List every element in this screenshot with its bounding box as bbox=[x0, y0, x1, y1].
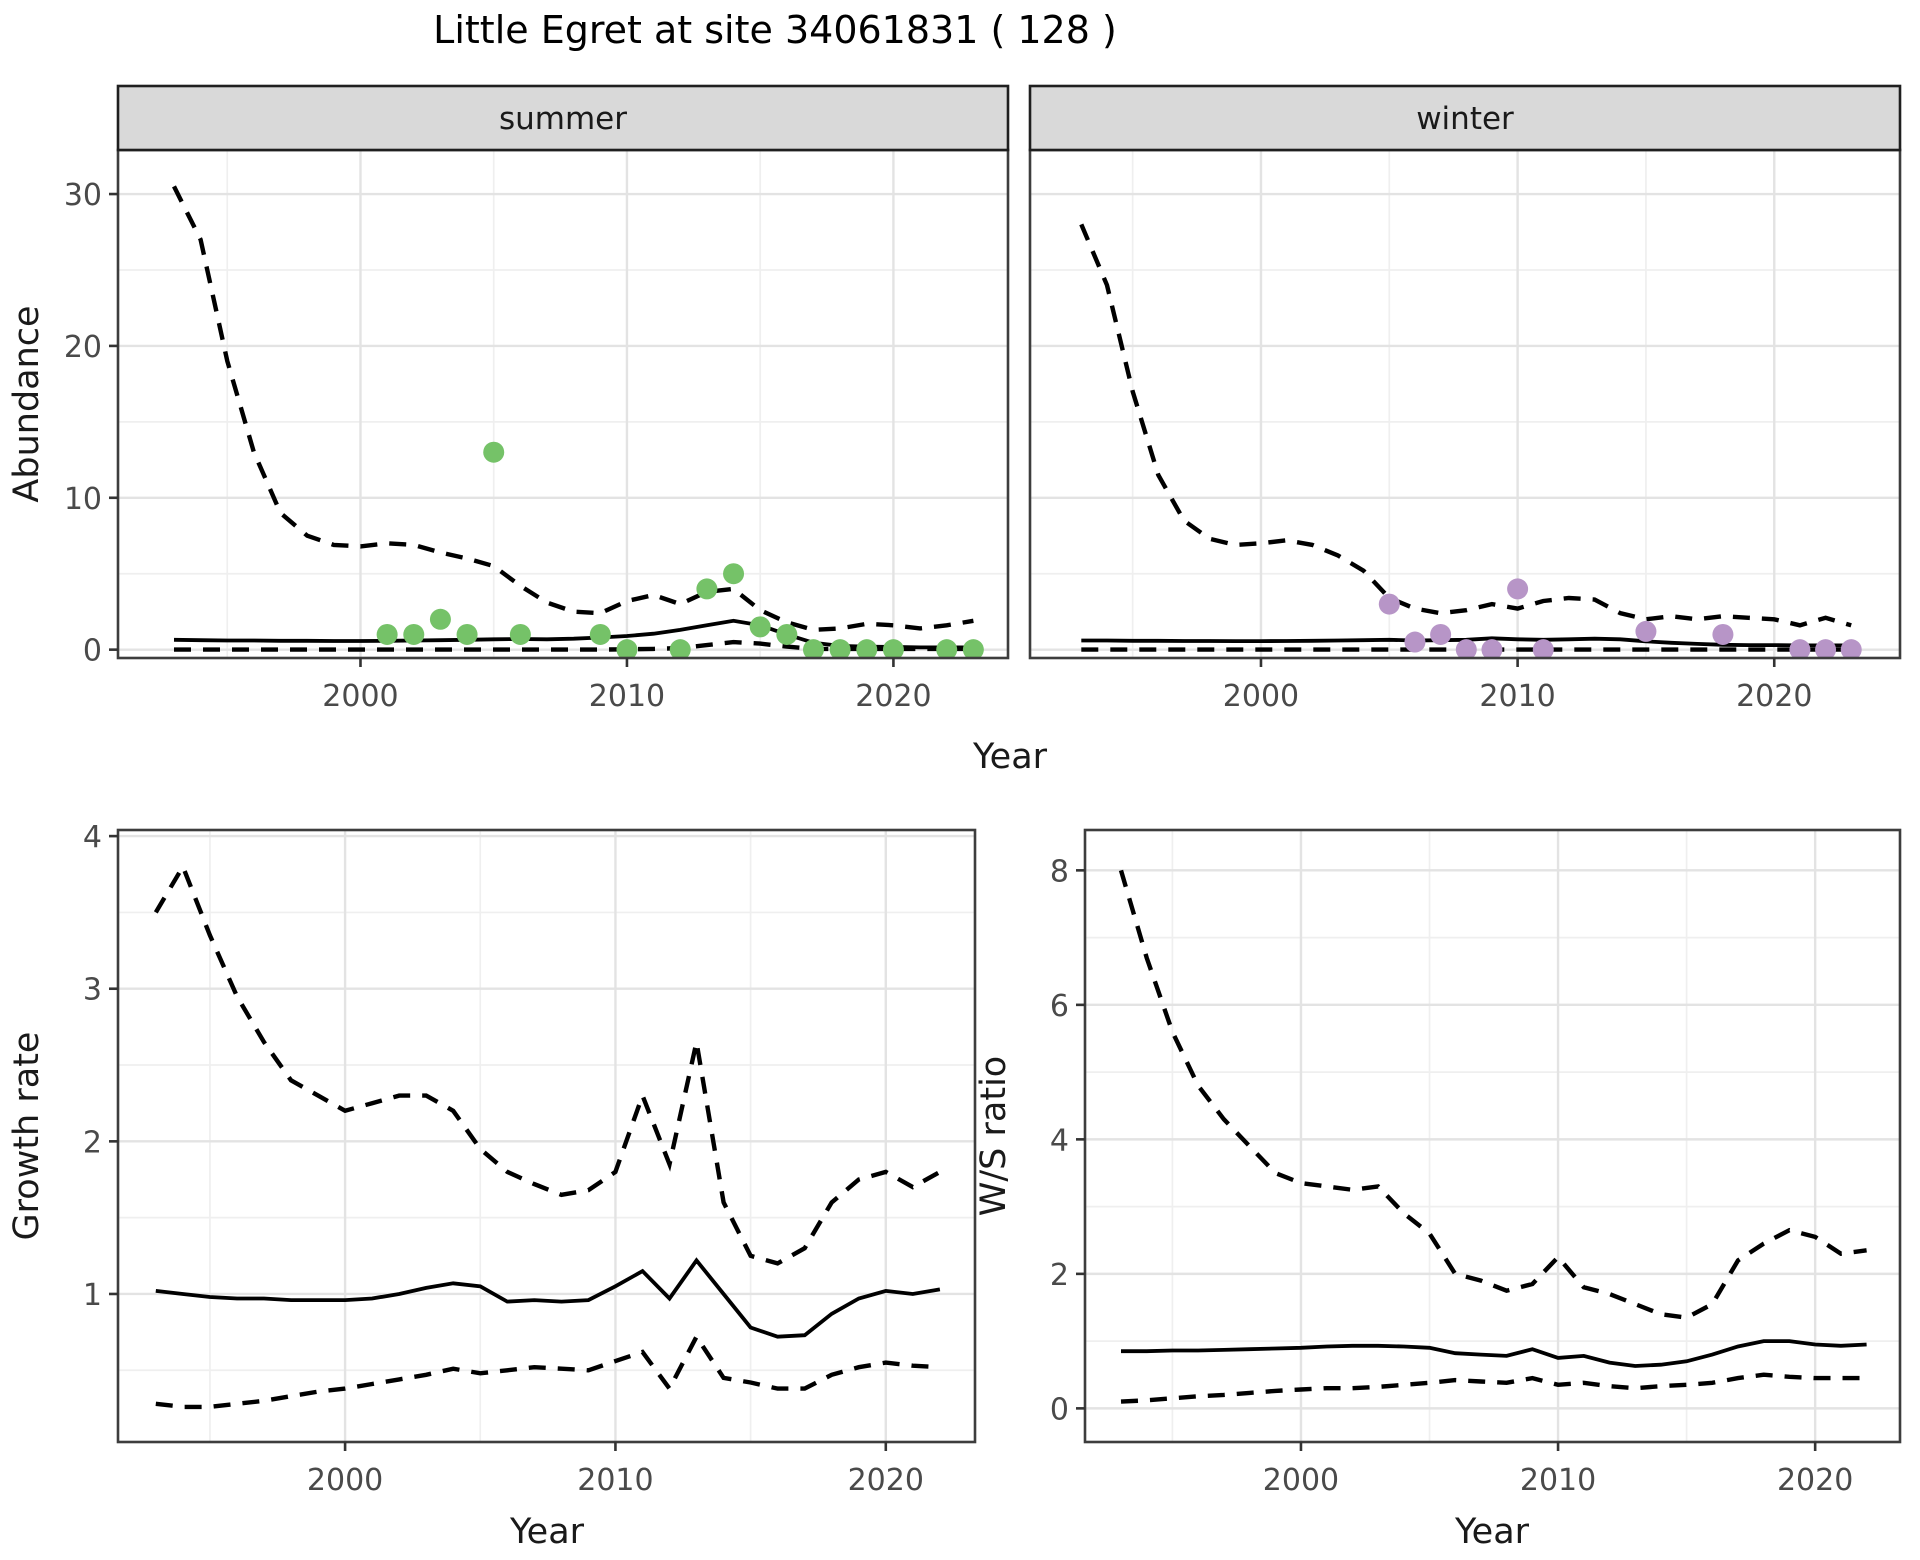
observed-point bbox=[1430, 623, 1452, 645]
y-tick-label: 0 bbox=[1050, 1392, 1069, 1427]
x-tick-label: 2000 bbox=[307, 1463, 383, 1498]
facet-strip-label: summer bbox=[499, 101, 627, 137]
observed-point bbox=[1840, 639, 1862, 658]
x-tick-label: 2000 bbox=[1223, 679, 1299, 714]
panel-border bbox=[116, 148, 1010, 660]
observed-point bbox=[616, 639, 638, 658]
y-tick-label: 3 bbox=[83, 973, 102, 1008]
y-axis-title-growth: Growth rate bbox=[7, 1032, 47, 1241]
observed-point bbox=[1455, 639, 1477, 658]
observed-point bbox=[882, 639, 904, 658]
observed-point bbox=[429, 608, 451, 630]
upper-ci-line bbox=[172, 185, 974, 633]
observed-point bbox=[376, 623, 398, 645]
x-tick-label: 2000 bbox=[322, 679, 398, 714]
x-tick-label: 2020 bbox=[1777, 1463, 1853, 1498]
observed-point bbox=[723, 563, 745, 585]
observed-point bbox=[962, 639, 984, 658]
observed-point bbox=[1404, 631, 1426, 653]
x-axis-title-top: Year bbox=[972, 737, 1048, 777]
chart-title: Little Egret at site 34061831 ( 128 ) bbox=[433, 8, 1117, 52]
observed-point bbox=[1378, 593, 1400, 615]
y-tick-label: 0 bbox=[83, 634, 102, 669]
observed-point bbox=[403, 623, 425, 645]
observed-point bbox=[749, 616, 771, 638]
observed-point bbox=[696, 578, 718, 600]
y-tick-label: 4 bbox=[1050, 1123, 1069, 1158]
panel-border bbox=[116, 828, 977, 1444]
upper-ci-line bbox=[1079, 223, 1852, 628]
observed-point bbox=[1481, 639, 1503, 658]
y-tick-label: 20 bbox=[64, 330, 102, 365]
x-axis-title-growth: Year bbox=[509, 1512, 585, 1552]
observed-point bbox=[483, 441, 505, 463]
upper-ci-line bbox=[153, 861, 941, 1266]
y-tick-label: 6 bbox=[1050, 989, 1069, 1024]
observed-point bbox=[936, 639, 958, 658]
observed-point bbox=[1507, 578, 1529, 600]
facet-strip bbox=[116, 84, 1010, 152]
observed-point bbox=[1532, 639, 1554, 658]
y-axis-title-abundance: Abundance bbox=[7, 305, 47, 502]
x-tick-label: 2010 bbox=[1479, 679, 1555, 714]
observed-point bbox=[669, 639, 691, 658]
observed-point bbox=[456, 623, 478, 645]
mean-line bbox=[1121, 1339, 1867, 1368]
observed-point bbox=[856, 639, 878, 658]
observed-point bbox=[802, 639, 824, 658]
x-tick-label: 2020 bbox=[855, 679, 931, 714]
y-axis-title-ws: W/S ratio bbox=[974, 1056, 1014, 1216]
facet-strip bbox=[1028, 84, 1902, 152]
y-tick-label: 2 bbox=[83, 1125, 102, 1160]
observed-point bbox=[1712, 623, 1734, 645]
lower-ci-line bbox=[155, 1332, 941, 1410]
upper-ci-line bbox=[1118, 869, 1867, 1320]
x-tick-label: 2020 bbox=[848, 1463, 924, 1498]
lower-ci-line bbox=[1120, 1372, 1867, 1404]
x-tick-label: 2000 bbox=[1263, 1463, 1339, 1498]
panel-border bbox=[1028, 148, 1902, 660]
x-tick-label: 2020 bbox=[1736, 679, 1812, 714]
x-tick-label: 2010 bbox=[589, 679, 665, 714]
mean-line bbox=[155, 1257, 941, 1339]
observed-point bbox=[1815, 639, 1837, 658]
observed-point bbox=[829, 639, 851, 658]
observed-point bbox=[1635, 620, 1657, 642]
observed-point bbox=[776, 623, 798, 645]
facet-strip-label: winter bbox=[1416, 101, 1514, 137]
y-tick-label: 1 bbox=[83, 1278, 102, 1313]
observed-point bbox=[509, 623, 531, 645]
y-tick-label: 10 bbox=[64, 482, 102, 517]
y-tick-label: 4 bbox=[83, 820, 102, 855]
y-tick-label: 30 bbox=[64, 178, 102, 213]
y-tick-label: 2 bbox=[1050, 1258, 1069, 1293]
observed-point bbox=[1789, 639, 1811, 658]
y-tick-label: 8 bbox=[1050, 854, 1069, 889]
observed-point bbox=[589, 623, 611, 645]
x-axis-title-ws: Year bbox=[1454, 1512, 1530, 1552]
x-tick-label: 2010 bbox=[1520, 1463, 1596, 1498]
panel-border bbox=[1083, 828, 1902, 1444]
x-tick-label: 2010 bbox=[577, 1463, 653, 1498]
